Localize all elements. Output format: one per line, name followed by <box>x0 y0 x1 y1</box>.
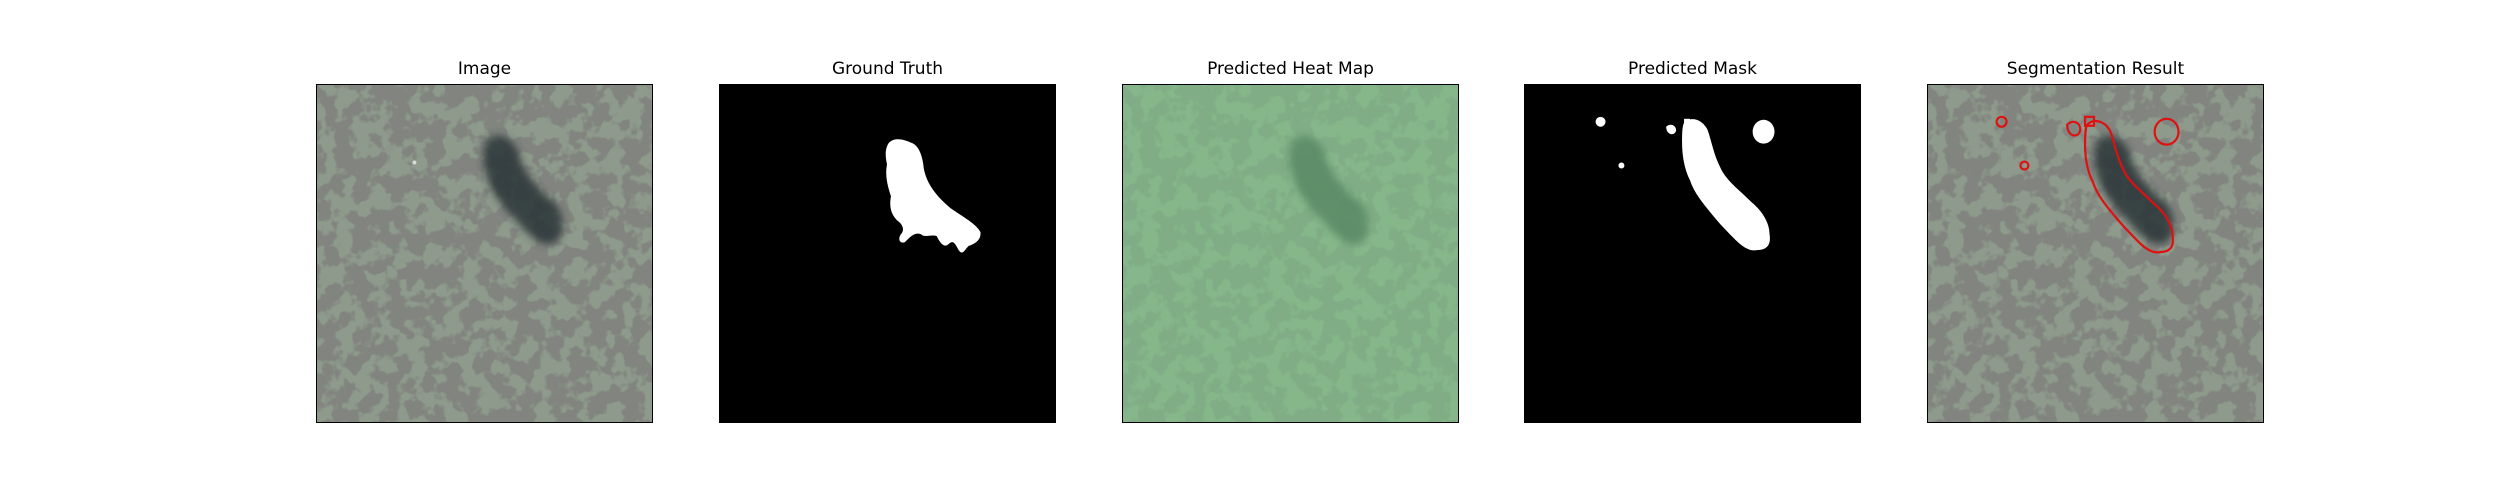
heat-map-image <box>1123 85 1458 422</box>
defect-region <box>483 135 563 245</box>
image-panel <box>316 84 653 423</box>
ground-truth-mask <box>720 85 1055 422</box>
panel-title-ground-truth: Ground Truth <box>831 59 944 79</box>
panel-title-image: Image <box>457 59 512 79</box>
predicted-mask <box>1525 85 1860 422</box>
predicted-mask-panel <box>1524 84 1861 423</box>
ground-truth-panel <box>719 84 1056 423</box>
predicted-mask-main-blob <box>1682 119 1770 251</box>
panel-title-heat-map: Predicted Heat Map <box>1207 59 1374 79</box>
predicted-mask-blob <box>1666 124 1677 135</box>
segmentation-result-image <box>1928 85 2263 422</box>
predicted-mask-dot <box>1618 162 1625 169</box>
predicted-mask-blob <box>1752 119 1775 144</box>
segmentation-result-panel <box>1927 84 2264 423</box>
segmentation-contour <box>1995 115 2180 254</box>
predicted-mask-blob <box>1684 118 1691 125</box>
ground-truth-blob <box>885 139 981 253</box>
predicted-mask-dot <box>1595 116 1606 127</box>
heat-map-panel <box>1122 84 1459 423</box>
texture-image <box>317 85 652 422</box>
specular-dot <box>412 160 417 165</box>
heat-overlay <box>1123 85 1458 422</box>
panel-title-segmentation-result: Segmentation Result <box>2006 59 2185 79</box>
panel-title-predicted-mask: Predicted Mask <box>1628 59 1757 79</box>
